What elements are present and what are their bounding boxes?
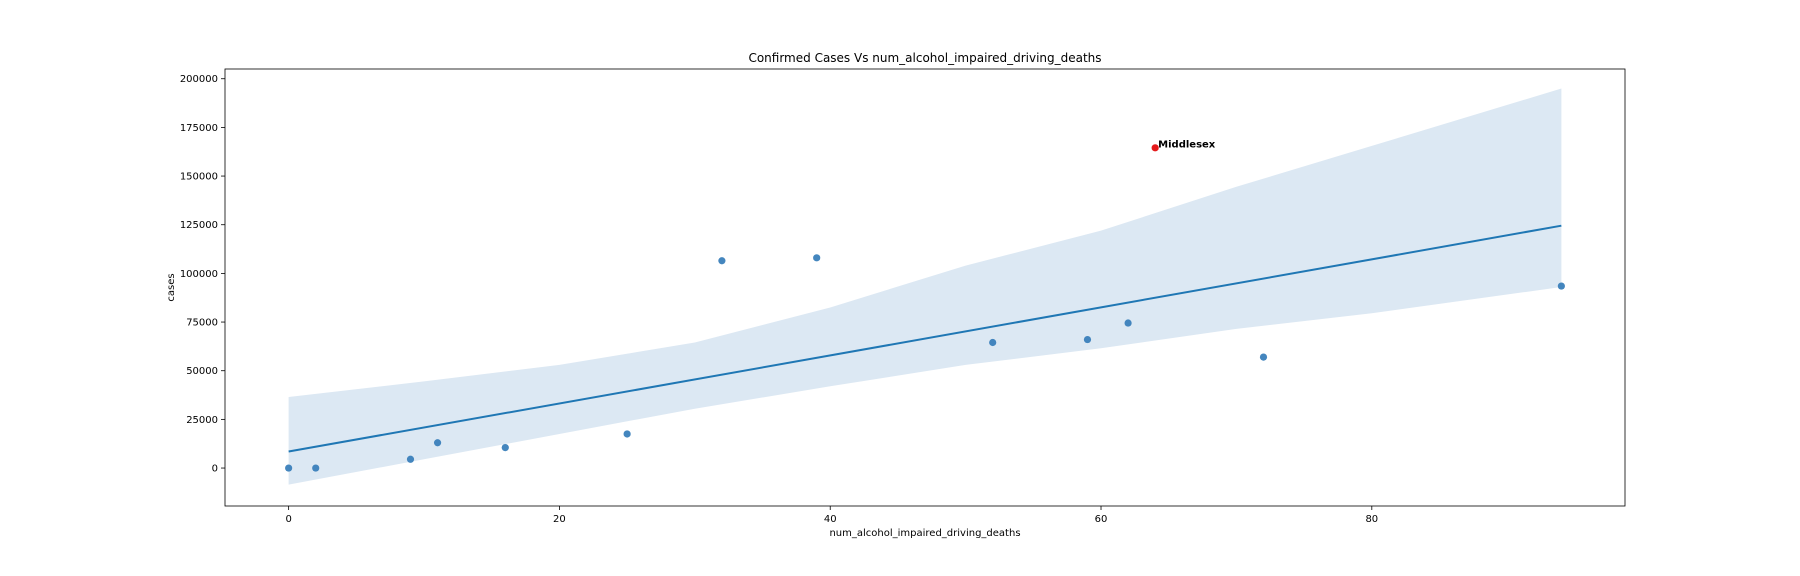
confidence-band — [288, 88, 1562, 485]
data-point — [312, 464, 320, 472]
chart-title: Confirmed Cases Vs num_alcohol_impaired_… — [748, 51, 1101, 65]
x-axis-label: num_alcohol_impaired_driving_deaths — [829, 528, 1020, 539]
data-point — [623, 430, 631, 438]
data-point — [1083, 335, 1092, 344]
x-tick-label: 20 — [553, 514, 566, 525]
x-axis: 0 20 40 60 80 — [285, 506, 1378, 525]
highlight-point — [1151, 144, 1159, 152]
y-tick-label: 50000 — [186, 366, 218, 377]
y-tick-label: 100000 — [180, 269, 218, 280]
y-tick-label: 75000 — [186, 318, 218, 329]
data-points — [285, 254, 1565, 472]
data-point — [1124, 319, 1132, 327]
plot-area: Middlesex — [285, 88, 1565, 485]
y-tick-label: 125000 — [180, 220, 218, 231]
data-point — [718, 257, 726, 265]
y-tick-label: 175000 — [180, 123, 218, 134]
y-tick-label: 200000 — [180, 74, 218, 85]
y-tick-label: 0 — [212, 464, 218, 475]
x-tick-label: 0 — [285, 514, 291, 525]
y-axis-label: cases — [166, 273, 177, 301]
regression-line — [288, 224, 1562, 453]
data-point — [813, 254, 821, 262]
data-point — [989, 338, 997, 347]
y-tick-label: 25000 — [186, 415, 218, 426]
data-point — [406, 455, 415, 463]
data-point — [285, 464, 293, 472]
data-point — [1557, 282, 1565, 290]
plot-frame — [224, 68, 1626, 507]
x-tick-label: 60 — [1095, 514, 1108, 525]
data-point — [433, 439, 442, 447]
x-tick-label: 80 — [1365, 514, 1378, 525]
data-point — [501, 444, 509, 452]
highlight-label: Middlesex — [1158, 139, 1216, 150]
y-axis: 0 25000 50000 75000 100000 125000 150000 175000… — [180, 74, 225, 475]
data-point — [1259, 353, 1268, 361]
y-tick-label: 150000 — [180, 172, 218, 183]
x-tick-label: 40 — [824, 514, 837, 525]
